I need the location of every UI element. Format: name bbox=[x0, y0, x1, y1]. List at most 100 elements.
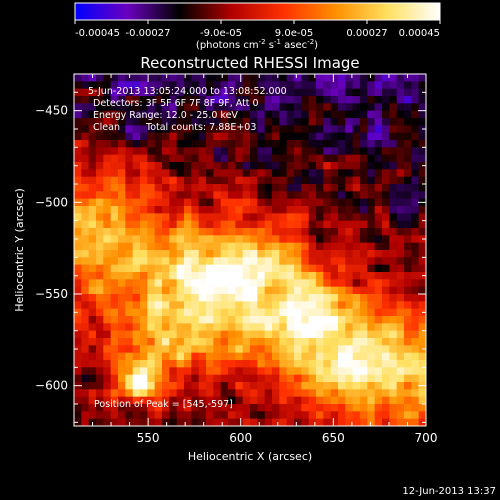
heatmap-cell bbox=[81, 88, 90, 97]
heatmap-cell bbox=[389, 338, 398, 346]
heatmap-cell bbox=[396, 360, 405, 368]
heatmap-cell bbox=[338, 103, 346, 112]
heatmap-cell bbox=[360, 74, 368, 82]
heatmap-cell bbox=[96, 96, 104, 104]
heatmap-cell bbox=[411, 352, 420, 361]
heatmap-cell bbox=[176, 374, 185, 383]
heatmap-cell bbox=[81, 110, 90, 119]
heatmap-cell bbox=[220, 118, 229, 126]
heatmap-cell bbox=[404, 228, 412, 236]
heatmap-cell bbox=[206, 140, 214, 148]
heatmap-cell bbox=[228, 257, 236, 266]
heatmap-cell bbox=[360, 374, 368, 383]
heatmap-cell bbox=[162, 279, 170, 288]
heatmap-cell bbox=[257, 140, 266, 148]
y-axis: −450−500−550−600 bbox=[35, 73, 426, 423]
heatmap-cell bbox=[257, 374, 266, 383]
heatmap-cell bbox=[213, 404, 222, 412]
heatmap-cell bbox=[352, 162, 361, 170]
heatmap-cell bbox=[250, 279, 258, 288]
heatmap-cell bbox=[272, 345, 280, 354]
heatmap-cell bbox=[206, 367, 214, 376]
heatmap-cell bbox=[360, 110, 368, 119]
heatmap-cell bbox=[228, 272, 236, 280]
heatmap-cell bbox=[301, 308, 310, 317]
heatmap-cell bbox=[162, 411, 170, 420]
heatmap-cell bbox=[81, 264, 90, 273]
heatmap-cell bbox=[374, 352, 383, 361]
heatmap-cell bbox=[257, 176, 266, 185]
heatmap-cell bbox=[272, 110, 280, 119]
heatmap-cell bbox=[140, 418, 148, 426]
heatmap-cell bbox=[382, 206, 390, 214]
heatmap-cell bbox=[404, 389, 412, 398]
heatmap-cell bbox=[264, 330, 273, 339]
heatmap-cell bbox=[330, 308, 339, 317]
heatmap-cell bbox=[286, 162, 295, 170]
heatmap-cell bbox=[96, 345, 104, 354]
heatmap-cell bbox=[374, 110, 383, 119]
heatmap-cell bbox=[264, 367, 273, 376]
heatmap-cell bbox=[279, 360, 288, 368]
heatmap-cell bbox=[147, 374, 156, 383]
heatmap-cell bbox=[169, 96, 178, 104]
heatmap-cell bbox=[257, 250, 266, 258]
heatmap-cell bbox=[316, 345, 324, 354]
heatmap-cell bbox=[389, 235, 398, 244]
heatmap-cell bbox=[374, 103, 383, 112]
heatmap-cell bbox=[140, 367, 148, 376]
heatmap-cell bbox=[418, 286, 426, 295]
heatmap-cell bbox=[257, 411, 266, 420]
heatmap-cell bbox=[352, 396, 361, 405]
heatmap-cell bbox=[140, 176, 148, 185]
heatmap-cell bbox=[279, 396, 288, 405]
heatmap-cell bbox=[330, 279, 339, 288]
heatmap-cell bbox=[88, 264, 97, 273]
heatmap-cell bbox=[242, 330, 251, 339]
heatmap-cell bbox=[184, 154, 192, 163]
heatmap-cell bbox=[191, 286, 200, 295]
heatmap-cell bbox=[162, 367, 170, 376]
heatmap-cell bbox=[176, 235, 185, 244]
heatmap-cell bbox=[374, 330, 383, 339]
heatmap-cell bbox=[96, 257, 104, 266]
heatmap-cell bbox=[404, 330, 412, 339]
heatmap-cell bbox=[404, 176, 412, 185]
heatmap-cell bbox=[96, 338, 104, 346]
heatmap-cell bbox=[301, 286, 310, 295]
heatmap-cell bbox=[323, 301, 332, 310]
heatmap-cell bbox=[404, 213, 412, 222]
heatmap-cell bbox=[88, 154, 97, 163]
heatmap-cell bbox=[125, 316, 134, 324]
heatmap-cell bbox=[345, 162, 354, 170]
heatmap-cell bbox=[118, 360, 126, 368]
heatmap-cell bbox=[213, 330, 222, 339]
heatmap-cell bbox=[367, 257, 376, 266]
heatmap-cell bbox=[110, 235, 119, 244]
heatmap-cell bbox=[352, 140, 361, 148]
heatmap-cell bbox=[338, 389, 346, 398]
heatmap-cell bbox=[220, 411, 229, 420]
heatmap-cell bbox=[308, 220, 317, 229]
heatmap-cell bbox=[191, 191, 200, 200]
heatmap-cell bbox=[96, 264, 104, 273]
heatmap-cell bbox=[330, 81, 339, 90]
heatmap-cell bbox=[198, 272, 207, 280]
heatmap-cell bbox=[184, 330, 192, 339]
heatmap-cell bbox=[257, 206, 266, 214]
heatmap-cell bbox=[213, 396, 222, 405]
heatmap-cell bbox=[162, 272, 170, 280]
heatmap-cell bbox=[286, 294, 295, 302]
heatmap-cell bbox=[367, 360, 376, 368]
heatmap-cell bbox=[132, 250, 141, 258]
heatmap-cell bbox=[242, 396, 251, 405]
heatmap-cell bbox=[272, 140, 280, 148]
heatmap-cell bbox=[286, 286, 295, 295]
heatmap-cell bbox=[316, 125, 324, 134]
heatmap-cell bbox=[330, 88, 339, 97]
heatmap-cell bbox=[294, 286, 302, 295]
heatmap-cell bbox=[338, 264, 346, 273]
heatmap-cell bbox=[286, 360, 295, 368]
heatmap-cell bbox=[323, 316, 332, 324]
heatmap-cell bbox=[198, 213, 207, 222]
